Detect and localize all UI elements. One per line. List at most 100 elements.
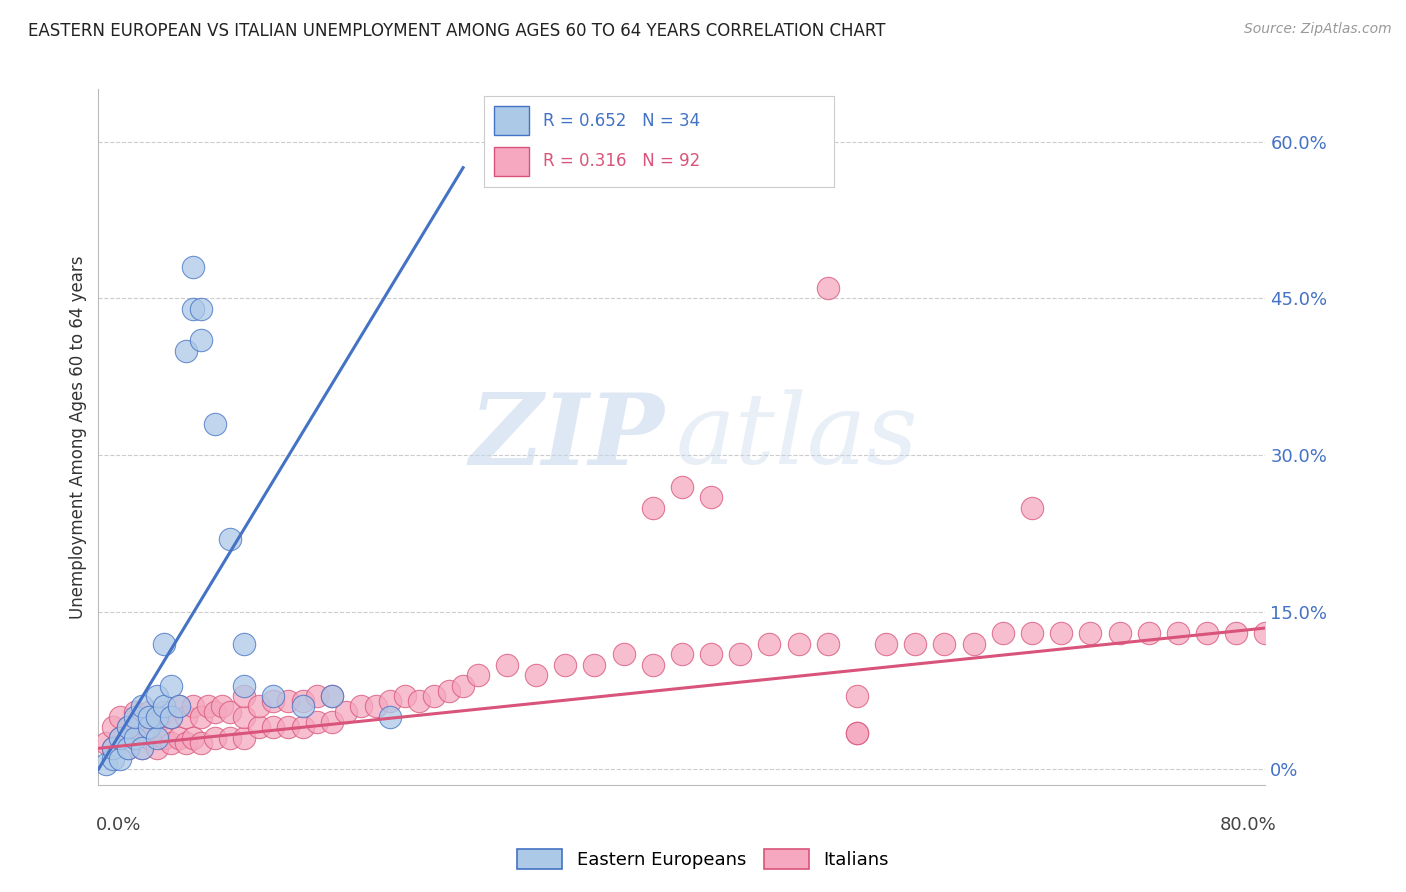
Point	[131, 715, 153, 730]
Point	[437, 683, 460, 698]
Point	[817, 281, 839, 295]
Point	[467, 668, 489, 682]
Point	[335, 705, 357, 719]
Point	[291, 694, 314, 708]
Point	[146, 741, 169, 756]
Point	[124, 731, 146, 745]
Point	[321, 689, 343, 703]
Point	[845, 689, 868, 703]
Point	[190, 334, 212, 348]
Text: atlas: atlas	[676, 390, 920, 484]
Point	[1021, 626, 1043, 640]
Point	[218, 532, 240, 546]
Point	[146, 710, 169, 724]
Point	[700, 490, 723, 504]
Point	[160, 679, 183, 693]
Point	[378, 694, 402, 708]
Point	[204, 417, 226, 431]
Point	[262, 720, 284, 734]
Point	[197, 699, 219, 714]
Point	[124, 731, 146, 745]
Point	[204, 705, 226, 719]
Point	[181, 260, 204, 274]
Point	[146, 731, 169, 745]
Point	[641, 657, 664, 672]
Point	[131, 741, 153, 756]
Point	[962, 637, 984, 651]
Point	[554, 657, 576, 672]
Point	[153, 705, 176, 719]
Point	[262, 694, 284, 708]
Point	[758, 637, 780, 651]
Point	[1108, 626, 1130, 640]
Point	[1254, 626, 1277, 640]
Point	[146, 689, 169, 703]
Point	[138, 710, 160, 724]
Point	[451, 679, 474, 693]
Text: Source: ZipAtlas.com: Source: ZipAtlas.com	[1244, 22, 1392, 37]
Point	[1225, 626, 1247, 640]
Point	[307, 689, 329, 703]
Point	[423, 689, 446, 703]
Point	[291, 720, 314, 734]
Point	[904, 637, 927, 651]
Point	[378, 710, 402, 724]
Point	[124, 705, 146, 719]
Point	[277, 694, 299, 708]
Text: 0.0%: 0.0%	[96, 816, 141, 834]
Point	[204, 731, 226, 745]
Point	[117, 720, 139, 734]
Point	[1137, 626, 1160, 640]
Point	[233, 679, 256, 693]
Point	[991, 626, 1014, 640]
Point	[700, 647, 723, 661]
Point	[146, 715, 169, 730]
Point	[875, 637, 897, 651]
Point	[291, 699, 314, 714]
Point	[117, 720, 139, 734]
Point	[94, 757, 117, 772]
Point	[167, 731, 190, 745]
Point	[845, 725, 868, 739]
Point	[167, 699, 190, 714]
Point	[218, 731, 240, 745]
Point	[167, 699, 190, 714]
Point	[394, 689, 416, 703]
Point	[153, 637, 176, 651]
Point	[117, 741, 139, 756]
Point	[110, 752, 132, 766]
Point	[583, 657, 606, 672]
Point	[101, 720, 124, 734]
Point	[160, 736, 183, 750]
Point	[247, 699, 270, 714]
Point	[110, 731, 132, 745]
Point	[110, 731, 132, 745]
Point	[153, 731, 176, 745]
Point	[190, 301, 212, 316]
Point	[160, 710, 183, 724]
Point	[671, 480, 693, 494]
Point	[190, 736, 212, 750]
Point	[364, 699, 387, 714]
Point	[350, 699, 373, 714]
Point	[218, 705, 240, 719]
Point	[181, 731, 204, 745]
Point	[153, 699, 176, 714]
Point	[247, 720, 270, 734]
Point	[117, 741, 139, 756]
Point	[307, 715, 329, 730]
Point	[641, 500, 664, 515]
Point	[277, 720, 299, 734]
Point	[101, 741, 124, 756]
Point	[233, 637, 256, 651]
Text: ZIP: ZIP	[470, 389, 665, 485]
Text: 80.0%: 80.0%	[1220, 816, 1277, 834]
Point	[1080, 626, 1102, 640]
Point	[124, 710, 146, 724]
Point	[138, 731, 160, 745]
Point	[138, 705, 160, 719]
Point	[934, 637, 956, 651]
Point	[138, 720, 160, 734]
Point	[408, 694, 430, 708]
Point	[524, 668, 547, 682]
